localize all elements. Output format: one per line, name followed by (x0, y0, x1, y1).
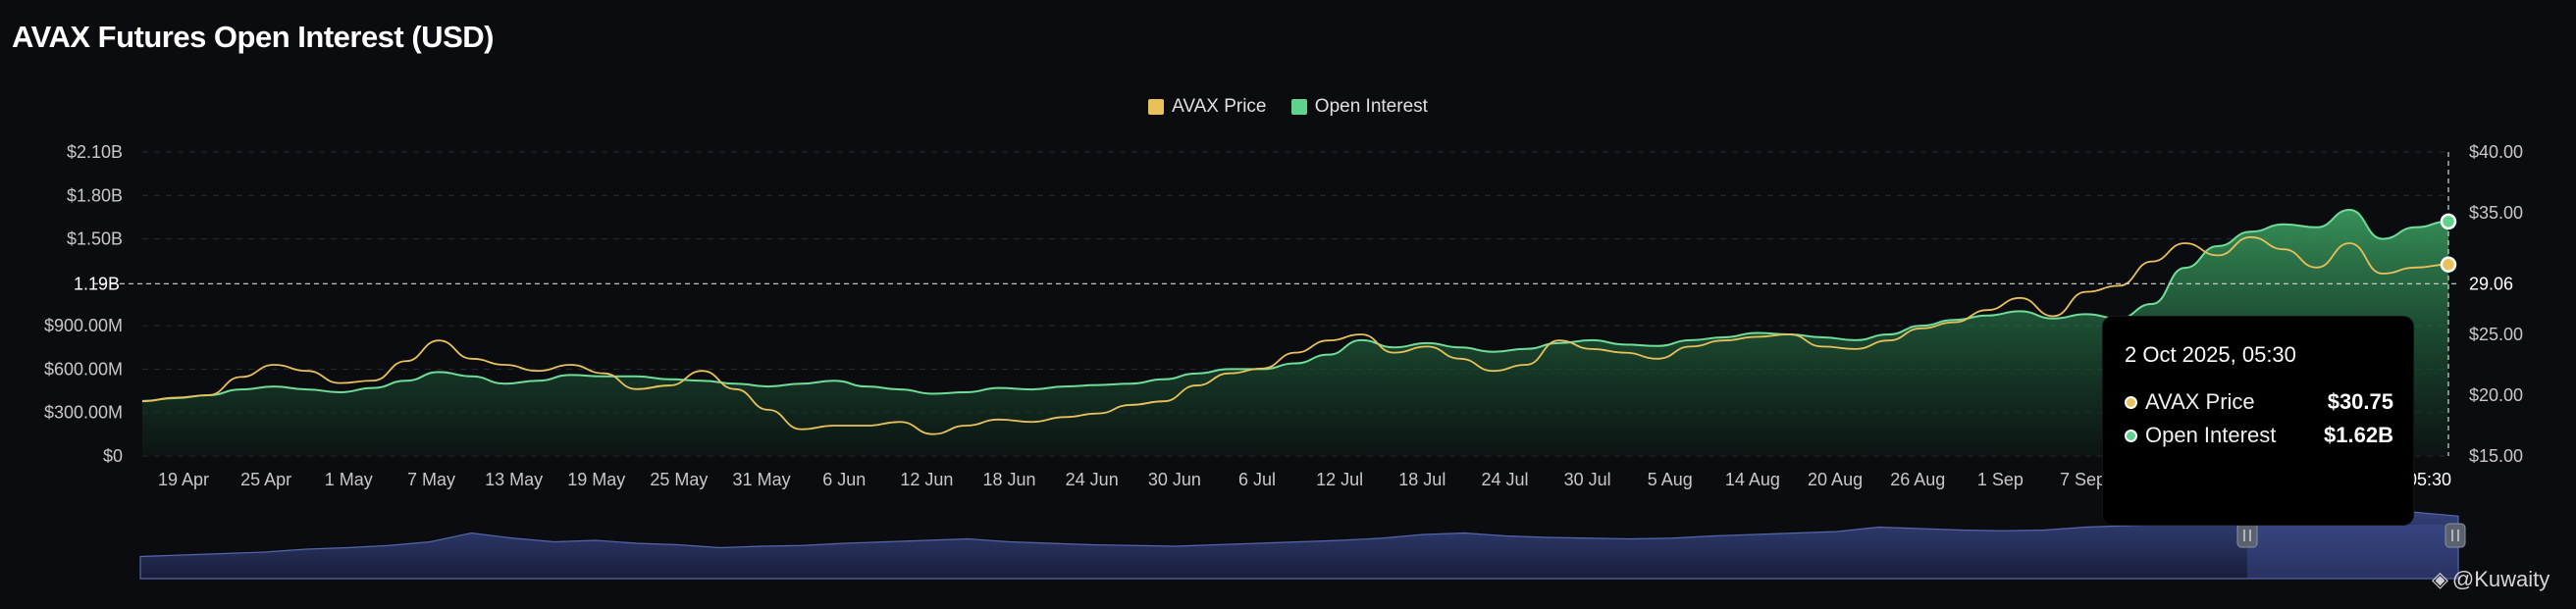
right-tick-label: $20.00 (2469, 385, 2523, 405)
tooltip-row-open-interest: Open Interest $1.62B (2125, 423, 2393, 448)
open-interest-line (141, 209, 2449, 402)
range-navigator[interactable] (139, 504, 2466, 580)
left-tick-label: $600.00M (44, 359, 123, 379)
x-tick-label: 26 Aug (1890, 470, 1945, 489)
right-tick-label: $25.00 (2469, 325, 2523, 344)
x-tick-label: 12 Jul (1316, 470, 1363, 489)
legend-label-avax-price: AVAX Price (1172, 96, 1267, 117)
legend-swatch-open-interest (1290, 99, 1307, 115)
right-tick-label: $15.00 (2469, 446, 2523, 466)
navigator-area (139, 504, 2459, 580)
x-tick-label: 18 Jun (983, 470, 1036, 489)
binance-logo-icon: ◈ (2432, 567, 2448, 591)
crosshair-right-label: 29.06 (2469, 274, 2513, 293)
x-tick-label: 18 Jul (1398, 470, 1446, 489)
x-tick-label: 30 Jun (1148, 470, 1201, 489)
x-tick-label: 7 Sep (2060, 470, 2106, 489)
left-tick-label: $0 (103, 446, 123, 466)
left-tick-label: $2.10B (67, 142, 123, 162)
x-tick-label: 6 Jun (822, 470, 866, 489)
x-tick-label: 12 Jun (900, 470, 953, 489)
x-tick-label: 19 May (567, 470, 625, 489)
legend-item-avax-price[interactable]: AVAX Price (1148, 96, 1267, 118)
tooltip-dot-open-interest (2125, 429, 2137, 442)
navigator-handle-left[interactable] (2236, 523, 2258, 548)
left-tick-label: $1.50B (67, 229, 123, 249)
tooltip-value-open-interest: $1.62B (2324, 423, 2393, 447)
crosshair-right-label-bg (2461, 271, 2520, 297)
left-axis: $2.10B $1.80B $1.50B $900.00M $600.00M $300.0… (44, 142, 123, 466)
x-tick-label: 30 Jul (1564, 470, 1611, 489)
legend-label-open-interest: Open Interest (1314, 96, 1428, 117)
tooltip-dot-avax-price (2125, 395, 2137, 409)
x-tick-label: 25 May (650, 470, 708, 489)
x-tick-label: 7 May (407, 470, 455, 489)
legend: AVAX Price Open Interest (0, 96, 2576, 121)
x-tick-label: 31 May (733, 470, 791, 489)
watermark-text: @Kuwaity (2451, 567, 2550, 591)
watermark: ◈ @Kuwaity (2432, 567, 2550, 592)
legend-swatch-avax-price (1148, 99, 1165, 115)
navigator-selection (2247, 525, 2458, 579)
right-axis: $40.00 $35.00 $25.00 $20.00 $15.00 (2469, 142, 2523, 466)
crosshair-left-label: 1.19B (74, 274, 120, 293)
tooltip: 2 Oct 2025, 05:30 AVAX Price $30.75 Open… (2103, 317, 2413, 525)
x-tick-label: 1 Sep (1977, 470, 2024, 489)
x-tick-label: 13 May (485, 470, 543, 489)
avax-price-line (141, 235, 2449, 435)
x-tick-label: 1 May (325, 470, 373, 489)
x-tick-label: 19 Apr (158, 470, 209, 489)
left-tick-label: $300.00M (44, 403, 123, 423)
navigator-handle-right[interactable] (2445, 523, 2466, 548)
avax-price-point-marker (2440, 256, 2457, 273)
tooltip-label-open-interest: Open Interest (2145, 423, 2277, 447)
tooltip-label-avax-price: AVAX Price (2145, 389, 2255, 414)
x-tick-label: 20 Aug (1808, 470, 1863, 489)
x-tick-label: 6 Jul (1238, 470, 1276, 489)
x-tick-label: 25 Apr (240, 470, 291, 489)
tooltip-row-avax-price: AVAX Price $30.75 (2125, 389, 2393, 415)
left-tick-label: $1.80B (67, 185, 123, 205)
x-tick-label: 14 Aug (1725, 470, 1780, 489)
tooltip-date: 2 Oct 2025, 05:30 (2125, 342, 2296, 367)
right-tick-label: $40.00 (2469, 142, 2523, 162)
x-tick-label: 5 Aug (1648, 470, 1693, 489)
open-interest-area (142, 210, 2448, 456)
open-interest-point-marker (2440, 213, 2457, 230)
x-tick-label: 24 Jun (1066, 470, 1119, 489)
right-tick-label: $35.00 (2469, 203, 2523, 223)
legend-item-open-interest[interactable]: Open Interest (1290, 96, 1428, 118)
chart-title: AVAX Futures Open Interest (USD) (12, 20, 494, 54)
crosshair: 1.19B 29.06 (74, 152, 2520, 456)
left-tick-label: $900.00M (44, 316, 123, 335)
x-tick-label: 24 Jul (1481, 470, 1528, 489)
tooltip-value-avax-price: $30.75 (2327, 389, 2393, 414)
